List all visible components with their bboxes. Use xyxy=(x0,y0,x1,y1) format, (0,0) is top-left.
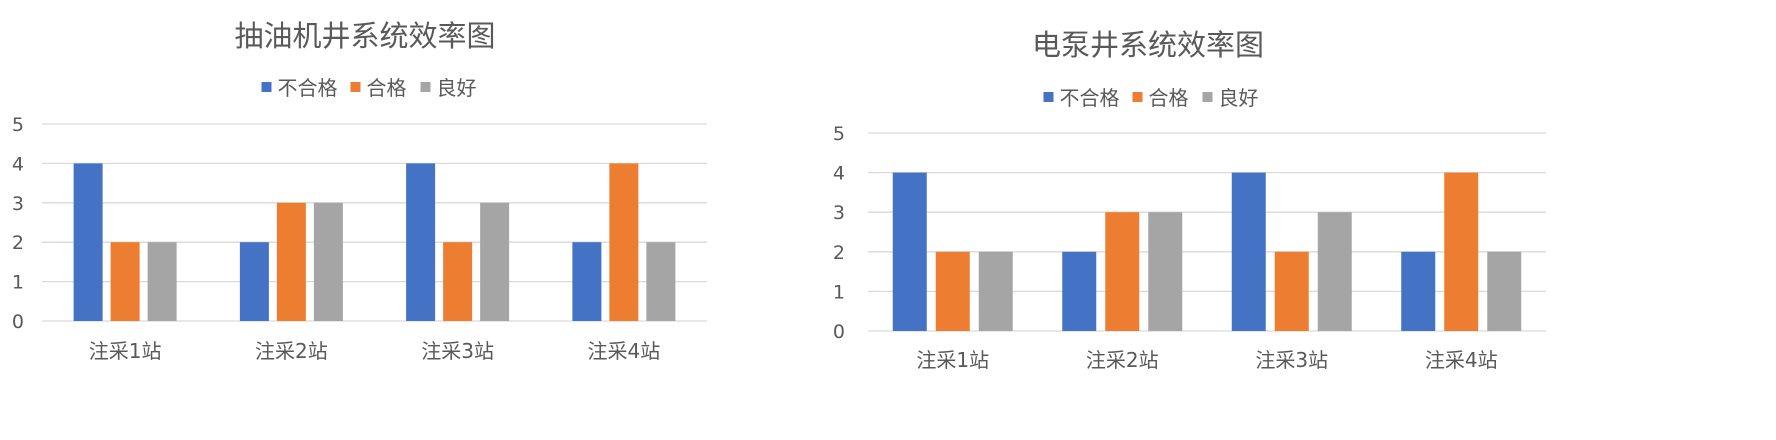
left-legend-item-3: 良好 xyxy=(420,76,477,100)
left-legend-label-2: 合格 xyxy=(367,76,407,100)
left-ytick-0: 0 xyxy=(12,311,24,333)
right-ytick-0: 0 xyxy=(833,321,845,343)
right-ytick-2: 2 xyxy=(833,242,845,264)
right-ytick-4: 4 xyxy=(833,163,845,185)
left-ytick-2: 2 xyxy=(12,232,24,254)
right-ytick-1: 1 xyxy=(833,281,845,303)
left-ytick-1: 1 xyxy=(12,272,24,294)
left-category-label-4: 注采4站 xyxy=(588,339,661,363)
right-legend-item-1: 不合格 xyxy=(1043,86,1120,110)
left-category-label-2: 注采2站 xyxy=(255,339,328,363)
left-legend-swatch-2 xyxy=(350,82,361,92)
right-ytick-5: 5 xyxy=(833,123,845,145)
right-legend-label-2: 合格 xyxy=(1149,86,1189,110)
right-bar-2-3 xyxy=(1148,212,1183,331)
right-legend-label-1: 不合格 xyxy=(1060,86,1120,110)
right-bar-2-2 xyxy=(1105,212,1140,331)
chart-electric-pump-wells: 电泵井系统效率图不合格 合格 良好 0 1 2 3 4 5 注采1站 注采2站 注采3站 注采4站 xyxy=(820,0,1776,436)
left-legend-label-1: 不合格 xyxy=(278,76,338,100)
right-bar-1-3 xyxy=(978,251,1013,331)
left-bar-2-1 xyxy=(239,242,269,321)
right-bar-3-2 xyxy=(1274,251,1309,331)
left-bar-4-3 xyxy=(646,242,676,321)
left-category-label-3: 注采3站 xyxy=(421,339,494,363)
right-bar-4-2 xyxy=(1444,172,1479,331)
left-bar-1-2 xyxy=(110,242,140,321)
right-ytick-3: 3 xyxy=(833,202,845,224)
chart-oil-pump-wells: 抽油机井系统效率图不合格 合格 良好 0 1 2 3 4 5 注采1站 注采2站 注采3站 注采4站 xyxy=(0,0,820,436)
left-bar-3-2 xyxy=(443,242,473,321)
right-legend-item-3: 良好 xyxy=(1202,86,1259,110)
left-legend-label-3: 良好 xyxy=(437,76,477,100)
left-legend-swatch-1 xyxy=(261,82,272,92)
right-legend-swatch-3 xyxy=(1202,92,1213,102)
right-bar-2-1 xyxy=(1062,251,1097,331)
left-ytick-4: 4 xyxy=(12,153,24,175)
right-legend-swatch-2 xyxy=(1132,92,1143,102)
left-bar-4-2 xyxy=(609,163,639,321)
left-ytick-3: 3 xyxy=(12,193,24,215)
right-bar-4-1 xyxy=(1401,251,1436,331)
right-legend-label-3: 良好 xyxy=(1219,86,1259,110)
left-ytick-5: 5 xyxy=(12,114,24,136)
left-bar-3-3 xyxy=(480,202,510,321)
left-legend-item-2: 合格 xyxy=(350,76,407,100)
left-bar-1-1 xyxy=(73,163,103,321)
right-legend-swatch-1 xyxy=(1043,92,1054,102)
right-bar-4-3 xyxy=(1487,251,1522,331)
left-legend-swatch-3 xyxy=(420,82,431,92)
left-chart-title: 抽油机井系统效率图 xyxy=(234,19,495,53)
right-bar-3-1 xyxy=(1231,172,1266,331)
right-category-label-1: 注采1站 xyxy=(916,348,989,372)
right-bar-3-3 xyxy=(1317,212,1352,331)
left-bar-4-1 xyxy=(572,242,602,321)
left-bar-2-2 xyxy=(276,202,306,321)
right-category-label-4: 注采4站 xyxy=(1425,348,1498,372)
left-bar-2-3 xyxy=(313,202,343,321)
right-chart-title: 电泵井系统效率图 xyxy=(1032,28,1264,62)
left-legend-item-1: 不合格 xyxy=(261,76,338,100)
left-bar-1-3 xyxy=(147,242,177,321)
left-category-label-1: 注采1站 xyxy=(89,339,162,363)
right-bar-1-2 xyxy=(935,251,970,331)
left-bar-3-1 xyxy=(406,163,436,321)
right-legend-item-2: 合格 xyxy=(1132,86,1189,110)
right-category-label-3: 注采3站 xyxy=(1255,348,1328,372)
right-category-label-2: 注采2站 xyxy=(1086,348,1159,372)
right-bar-1-1 xyxy=(892,172,927,331)
